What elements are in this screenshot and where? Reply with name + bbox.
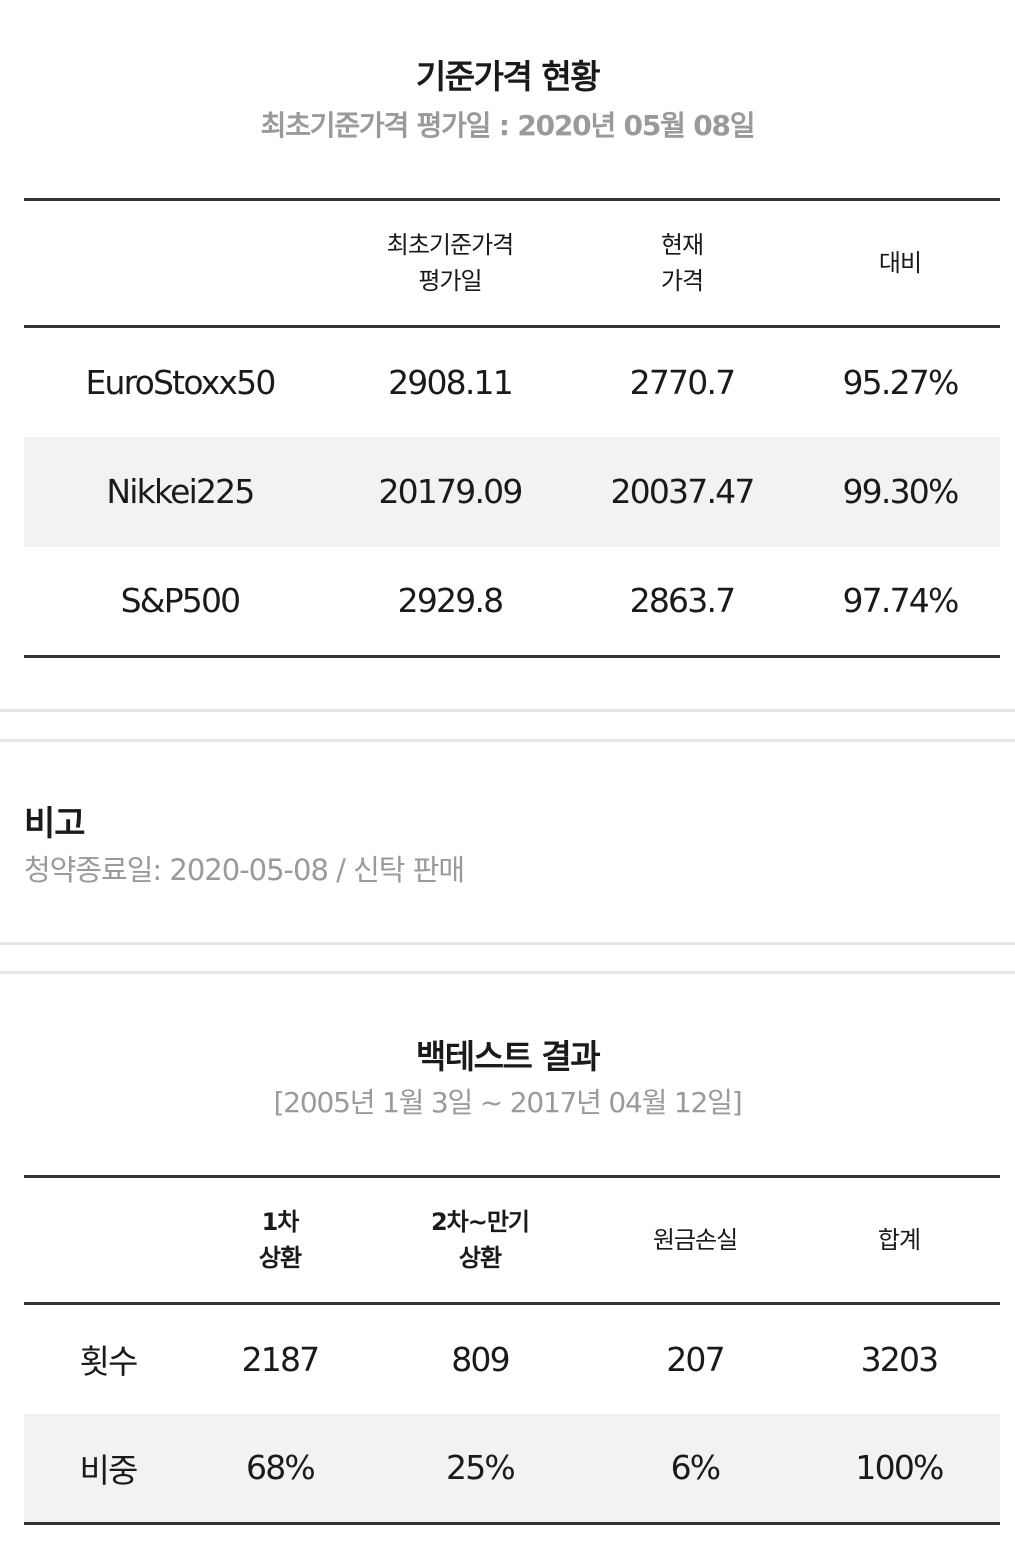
backtest-subtitle: [2005년 1월 3일 ~ 2017년 04월 12일] — [273, 1086, 743, 1119]
initial-price: 2929.8 — [397, 581, 504, 621]
table-row: Nikkei225 20179.09 20037.47 99.30% — [24, 436, 1000, 547]
current-price: 2863.7 — [629, 581, 736, 621]
header-ratio: 대비 — [878, 249, 922, 277]
header-initial-date: 최초기준가격 평가일 — [336, 200, 564, 327]
row-label: 횟수 — [79, 1342, 138, 1382]
table-row: 비중 68% 25% 6% 100% — [24, 1413, 1000, 1524]
header-current-line2: 가격 — [660, 267, 704, 295]
first-value: 2187 — [241, 1339, 321, 1379]
total-value: 3203 — [860, 1339, 940, 1379]
row-label: 비중 — [79, 1450, 138, 1490]
header-second-line1: 2차~만기 — [430, 1208, 530, 1236]
base-price-subtitle: 최초기준가격 평가일 : 2020년 05월 08일 — [260, 109, 756, 142]
current-price: 20037.47 — [610, 472, 755, 511]
table-row: 횟수 2187 809 207 3203 — [24, 1304, 1000, 1414]
initial-price: 20179.09 — [378, 472, 523, 511]
header-second-redemption: 2차~만기 상환 — [368, 1177, 592, 1304]
total-value: 100% — [855, 1448, 944, 1488]
table-row: EuroStoxx50 2908.11 2770.7 95.27% — [24, 327, 1000, 437]
header-first-line2: 상환 — [258, 1244, 302, 1272]
table-header-row: 1차 상환 2차~만기 상환 원금손실 합계 — [24, 1177, 1000, 1304]
section-divider — [0, 739, 1015, 742]
header-second-line2: 상환 — [458, 1244, 502, 1272]
second-value: 25% — [446, 1448, 516, 1488]
price-ratio: 99.30% — [842, 472, 959, 511]
loss-value: 6% — [670, 1448, 722, 1488]
remarks-text: 청약종료일: 2020-05-08 / 신탁 판매 — [24, 853, 465, 887]
header-first-line1: 1차 — [261, 1208, 300, 1236]
initial-price: 2908.11 — [388, 362, 514, 402]
header-total: 합계 — [877, 1226, 921, 1254]
backtest-title: 백테스트 결과 — [415, 1037, 601, 1076]
header-first-redemption: 1차 상환 — [192, 1177, 368, 1304]
first-value: 68% — [246, 1448, 316, 1488]
section-divider — [0, 709, 1015, 712]
index-name: S&P500 — [120, 581, 242, 621]
second-value: 809 — [451, 1339, 510, 1379]
header-empty — [24, 200, 336, 327]
index-name: EuroStoxx50 — [85, 362, 276, 402]
section-divider — [0, 942, 1015, 945]
section-divider — [0, 971, 1015, 974]
header-initial-line2: 평가일 — [418, 267, 482, 295]
loss-value: 207 — [666, 1339, 725, 1379]
current-price: 2770.7 — [629, 362, 736, 402]
header-empty — [24, 1177, 192, 1304]
index-name: Nikkei225 — [106, 472, 255, 511]
header-current-price: 현재 가격 — [564, 200, 800, 327]
header-principal-loss: 원금손실 — [652, 1226, 738, 1254]
base-price-table: 최초기준가격 평가일 현재 가격 대비 EuroStoxx50 2908.11 … — [24, 198, 1000, 658]
header-current-line1: 현재 — [660, 231, 704, 259]
base-price-title: 기준가격 현황 — [415, 57, 601, 96]
header-initial-line1: 최초기준가격 — [386, 231, 514, 259]
table-row: S&P500 2929.8 2863.7 97.74% — [24, 547, 1000, 657]
price-ratio: 95.27% — [842, 362, 959, 402]
backtest-table: 1차 상환 2차~만기 상환 원금손실 합계 횟수 2187 809 207 3… — [24, 1175, 1000, 1525]
price-ratio: 97.74% — [842, 581, 959, 621]
remarks-title: 비고 — [24, 804, 86, 844]
table-header-row: 최초기준가격 평가일 현재 가격 대비 — [24, 200, 1000, 327]
